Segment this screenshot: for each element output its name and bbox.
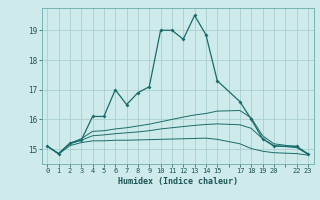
X-axis label: Humidex (Indice chaleur): Humidex (Indice chaleur) [118,177,237,186]
